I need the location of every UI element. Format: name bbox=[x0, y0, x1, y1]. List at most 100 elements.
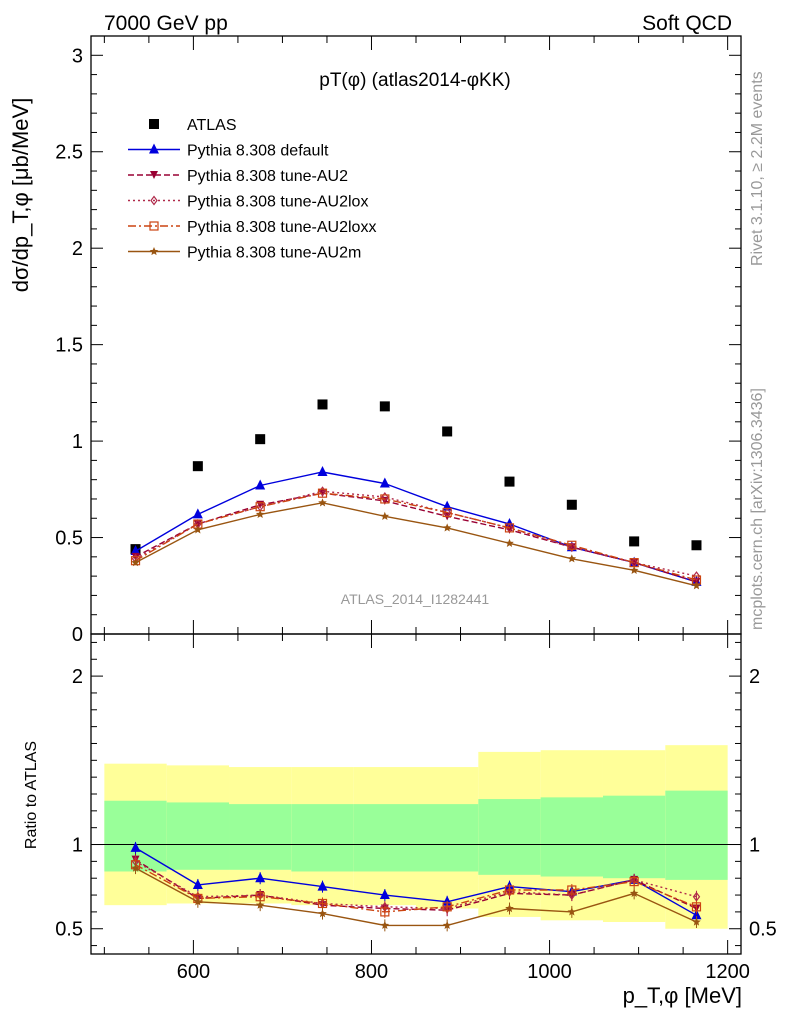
ratio-series-point bbox=[130, 841, 141, 852]
legend-marker bbox=[149, 119, 159, 129]
ratio-series-point bbox=[131, 863, 140, 872]
ratio-series-line bbox=[135, 860, 697, 910]
legend-entry: Pythia 8.308 tune-AU2lox bbox=[128, 194, 368, 211]
band-inner-bin bbox=[665, 790, 728, 880]
ratio-series-point bbox=[567, 885, 577, 895]
ratio-y-tick-label-right: 0.5 bbox=[749, 919, 777, 941]
legend-entry: ATLAS bbox=[149, 117, 237, 134]
x-tick-label: 1200 bbox=[705, 961, 750, 983]
atlas-data-point bbox=[442, 426, 453, 437]
legend-label: Pythia 8.308 tune-AU2lox bbox=[187, 194, 368, 211]
ratio-series-point bbox=[317, 880, 328, 891]
main-series-point bbox=[130, 545, 141, 556]
ratio-y-tick-label-left: 0.5 bbox=[55, 919, 83, 941]
main-y-tick-label: 3 bbox=[72, 45, 83, 67]
ratio-series-point bbox=[318, 909, 327, 918]
x-tick-label: 800 bbox=[355, 961, 388, 983]
main-series-point bbox=[505, 538, 514, 547]
main-series-point bbox=[193, 525, 203, 534]
main-y-tick-label: 2.5 bbox=[55, 142, 83, 164]
band-inner-bin bbox=[353, 804, 416, 872]
legend-entry: Pythia 8.308 tune-AU2 bbox=[128, 168, 348, 185]
main-series-point bbox=[318, 486, 327, 497]
atlas-data-point bbox=[255, 434, 266, 445]
legend-label: Pythia 8.308 tune-AU2 bbox=[187, 168, 348, 185]
band-inner-bin bbox=[291, 804, 354, 872]
legend-entry: Pythia 8.308 tune-AU2m bbox=[128, 245, 361, 262]
ratio-series-point bbox=[442, 902, 452, 912]
ratio-series-point bbox=[567, 907, 577, 916]
atlas-data-point bbox=[691, 540, 702, 551]
main-series-line bbox=[135, 471, 697, 583]
main-series-line bbox=[135, 492, 697, 583]
main-series-point bbox=[442, 507, 452, 518]
band-inner-bin bbox=[540, 797, 603, 877]
main-y-tick-label: 0.5 bbox=[55, 528, 83, 550]
x-tick-label: 600 bbox=[177, 961, 210, 983]
ratio-series-line bbox=[135, 867, 697, 927]
ratio-series-point bbox=[691, 902, 702, 912]
main-y-tick-label: 2 bbox=[72, 238, 83, 260]
ratio-series-point bbox=[629, 876, 639, 887]
ratio-series-point bbox=[192, 878, 203, 889]
main-series-line bbox=[135, 492, 697, 581]
main-y-tick-label: 1.5 bbox=[55, 335, 83, 357]
x-axis-label: p_T,φ [MeV] bbox=[623, 983, 742, 1008]
legend-marker bbox=[149, 247, 159, 256]
ratio-series-point bbox=[505, 904, 514, 913]
main-series-point bbox=[255, 479, 266, 490]
legend-entry: Pythia 8.308 default bbox=[128, 143, 329, 160]
ratio-series-line bbox=[135, 864, 697, 913]
header-left: 7000 GeV pp bbox=[104, 12, 228, 35]
main-series-point bbox=[317, 465, 328, 476]
band-inner-bin bbox=[478, 799, 541, 875]
atlas-data-point bbox=[504, 476, 515, 487]
main-series-point bbox=[192, 508, 203, 519]
ratio-series-line bbox=[135, 847, 697, 916]
ratio-y-tick-label-right: 2 bbox=[749, 666, 760, 688]
ratio-y-tick-label-right: 1 bbox=[749, 835, 760, 857]
legend-marker bbox=[150, 195, 158, 206]
atlas-data-point bbox=[629, 536, 640, 547]
main-series-point bbox=[568, 542, 576, 553]
band-inner-bin bbox=[229, 804, 292, 870]
ratio-series-point bbox=[692, 891, 701, 902]
legend-entry: Pythia 8.308 tune-AU2loxx bbox=[128, 219, 376, 236]
ratio-plot-area: 0.5 0.5 1 1 2 2 600 800 1000 1200 bbox=[55, 36, 777, 983]
main-series-point bbox=[504, 523, 515, 533]
main-series-point bbox=[318, 489, 327, 498]
main-series-point bbox=[442, 523, 452, 532]
ratio-y-axis-label: Ratio to ATLAS bbox=[23, 741, 40, 849]
legend-marker bbox=[150, 171, 158, 179]
atlas-data-point bbox=[192, 461, 203, 472]
band-inner-bin bbox=[166, 802, 230, 870]
ratio-series-point bbox=[193, 897, 203, 906]
main-series-point bbox=[692, 581, 701, 590]
mcplots-label: mcplots.cern.ch [arXiv:1306.3436] bbox=[749, 388, 766, 630]
legend-label: Pythia 8.308 tune-AU2loxx bbox=[187, 219, 376, 236]
legend-label: Pythia 8.308 default bbox=[187, 143, 329, 160]
ratio-series-point bbox=[317, 898, 328, 909]
main-series-point bbox=[318, 498, 327, 507]
ratio-series-point bbox=[379, 889, 390, 900]
legend: ATLAS Pythia 8.308 default Pythia 8.308 tu… bbox=[128, 117, 376, 262]
analysis-watermark: ATLAS_2014_I1282441 bbox=[341, 591, 490, 607]
main-series-point bbox=[317, 488, 328, 498]
header-right: Soft QCD bbox=[642, 12, 732, 35]
ratio-series-point bbox=[442, 920, 452, 929]
main-series-point bbox=[567, 554, 577, 563]
band-inner-bin bbox=[602, 795, 666, 879]
main-series-point bbox=[380, 511, 390, 520]
main-y-axis-label: dσ/dp_T,φ [μb/MeV] bbox=[8, 98, 33, 293]
ratio-series-point bbox=[692, 917, 701, 926]
legend-label: Pythia 8.308 tune-AU2m bbox=[187, 245, 361, 262]
main-series-point bbox=[567, 540, 577, 550]
ratio-series-point bbox=[380, 920, 390, 929]
ratio-y-tick-label-left: 1 bbox=[72, 835, 83, 857]
band-inner-bin bbox=[416, 804, 479, 872]
main-series-point bbox=[629, 565, 639, 574]
legend-label: ATLAS bbox=[187, 117, 237, 134]
ratio-series-point bbox=[255, 872, 266, 883]
atlas-data-point bbox=[317, 399, 328, 410]
